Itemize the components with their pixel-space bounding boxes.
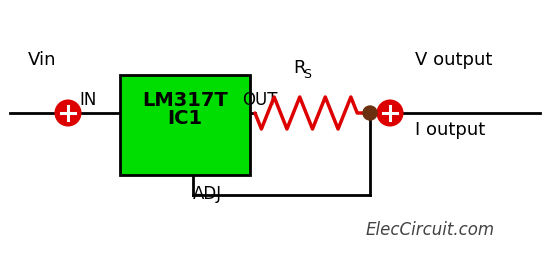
Text: IN: IN: [80, 91, 97, 109]
Bar: [120, 75, 250, 175]
Text: Vin: Vin: [28, 51, 57, 69]
Circle shape: [56, 101, 80, 125]
Text: IC1: IC1: [167, 108, 202, 128]
Text: V output: V output: [415, 51, 492, 69]
Text: S: S: [303, 68, 311, 80]
Text: I output: I output: [415, 121, 485, 139]
Text: LM317T: LM317T: [142, 90, 228, 110]
Text: ElecCircuit.com: ElecCircuit.com: [365, 221, 494, 239]
Text: OUT: OUT: [242, 91, 278, 109]
Text: R: R: [293, 59, 305, 77]
Circle shape: [378, 101, 402, 125]
Circle shape: [363, 106, 377, 120]
Text: ADJ: ADJ: [193, 185, 222, 203]
